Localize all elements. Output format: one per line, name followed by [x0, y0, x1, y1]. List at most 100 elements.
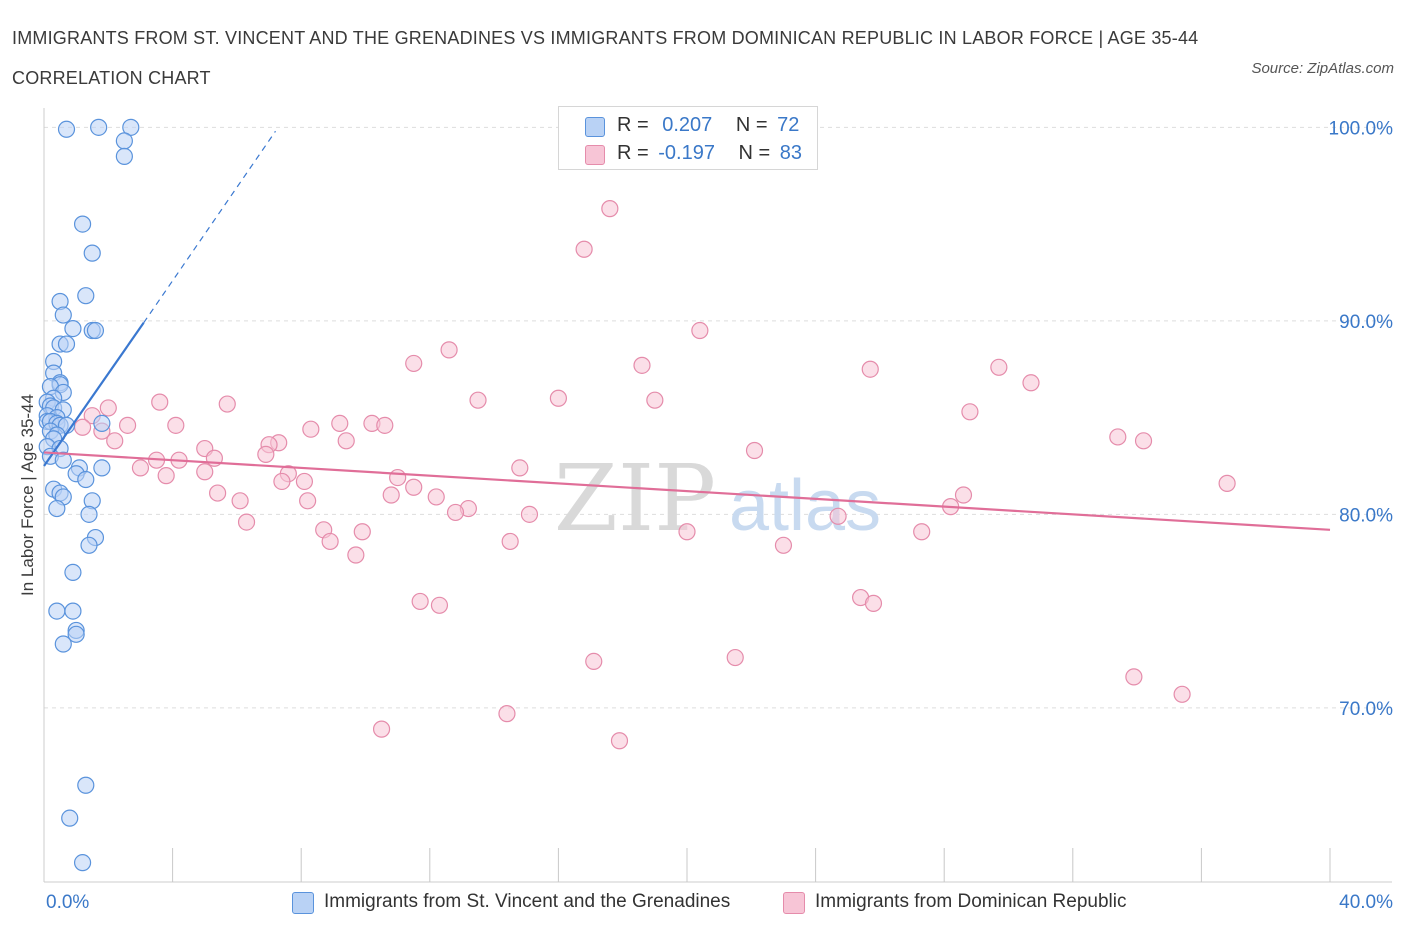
pink-point — [99, 399, 117, 417]
pink-point — [601, 200, 619, 218]
watermark-atlas: atlas — [729, 466, 881, 546]
blue-point — [77, 470, 95, 489]
blue-point — [115, 147, 133, 165]
pink-point — [196, 463, 214, 481]
blue-point — [54, 451, 72, 469]
pink-point — [691, 321, 709, 340]
pink-point — [1125, 668, 1143, 686]
blue-point — [80, 505, 98, 523]
pink-point — [1134, 432, 1153, 450]
pink-point — [498, 705, 516, 723]
blue-point — [73, 854, 92, 872]
pink-point — [131, 459, 150, 477]
x-tick-label: 0.0% — [46, 892, 89, 913]
pink-point — [295, 472, 314, 491]
bottom-legend-label-pink: Immigrants from Dominican Republic — [815, 891, 1127, 912]
pink-point — [575, 240, 593, 258]
blue-point — [64, 319, 82, 338]
chart-source: Source: ZipAtlas.com — [1251, 60, 1394, 77]
pink-point — [726, 648, 744, 667]
trend-lines — [43, 130, 1331, 531]
legend-r-label: R = — [617, 114, 649, 136]
pink-point — [1218, 474, 1236, 492]
blue-point — [115, 132, 133, 150]
tick-labels: 100.0% 90.0% 80.0% 70.0% 0.0% 40.0% — [46, 118, 1393, 913]
pink-point — [511, 459, 529, 477]
bottom-legend-swatch-pink — [783, 892, 805, 914]
pink-point — [157, 467, 175, 485]
pink-point — [382, 486, 400, 504]
pink-point — [678, 523, 696, 541]
blue-point — [64, 563, 82, 582]
pink-point — [990, 358, 1008, 376]
legend-n-label: N = — [738, 142, 771, 164]
pink-point — [585, 652, 603, 671]
pink-point — [861, 360, 879, 378]
blue-point — [77, 776, 95, 794]
pink-point — [961, 403, 979, 421]
pink-point — [405, 478, 423, 496]
pink-point — [231, 492, 249, 510]
pink-point — [520, 505, 539, 523]
pink-point — [376, 416, 394, 434]
pink-point — [646, 391, 664, 409]
pink-point — [337, 432, 355, 450]
pink-point — [118, 416, 137, 434]
pink-point — [106, 432, 124, 450]
pink-point — [501, 532, 519, 551]
pink-point — [331, 414, 349, 433]
pink-point — [829, 507, 847, 525]
legend-r-value-blue: 0.207 — [662, 114, 713, 136]
pink-point — [353, 523, 371, 541]
blue-point — [86, 321, 105, 340]
blue-point — [57, 335, 76, 353]
pink-point — [1109, 428, 1127, 446]
pink-point — [427, 488, 445, 506]
blue-point — [67, 625, 85, 643]
bottom-legend-label-blue: Immigrants from St. Vincent and the Gren… — [324, 891, 731, 912]
pink-point — [440, 341, 458, 359]
pink-point — [446, 503, 465, 522]
blue-point — [48, 602, 66, 620]
blue-point — [54, 635, 72, 653]
pink-point — [913, 523, 931, 541]
pink-point — [347, 546, 365, 564]
blue-point — [48, 499, 66, 518]
blue-point — [57, 120, 76, 138]
blue-trend-extension — [143, 130, 276, 324]
blue-point — [80, 536, 98, 554]
y-axis-label: In Labor Force | Age 35-44 — [18, 394, 37, 596]
blue-trend-line — [43, 322, 145, 467]
pink-point — [954, 486, 973, 504]
pink-point — [302, 420, 320, 438]
legend-swatch-blue — [585, 117, 605, 137]
pink-point — [321, 532, 339, 551]
pink-point — [430, 596, 449, 614]
chart-title: IMMIGRANTS FROM ST. VINCENT AND THE GREN… — [12, 28, 1199, 88]
y-tick-label: 90.0% — [1339, 312, 1393, 333]
blue-point — [93, 459, 111, 477]
pink-trend-line — [43, 451, 1331, 531]
stats-legend: R = 0.207 N = 72 R = -0.197 N = 83 — [558, 106, 818, 170]
pink-point — [411, 592, 429, 611]
pink-point — [273, 472, 291, 491]
pink-point — [633, 356, 651, 374]
pink-point — [610, 732, 629, 750]
watermark: ZIP atlas — [554, 445, 881, 552]
pink-point — [774, 536, 793, 554]
legend-n-value-pink: 83 — [779, 142, 803, 164]
pink-point — [372, 720, 391, 738]
pink-point — [864, 594, 883, 612]
pink-point — [73, 418, 92, 436]
pink-point — [218, 395, 236, 413]
legend-r-label: R = — [617, 142, 649, 164]
data-points — [38, 118, 1236, 872]
y-tick-label: 100.0% — [1329, 118, 1394, 139]
blue-point — [93, 414, 111, 433]
pink-point — [389, 468, 407, 487]
blue-point — [61, 809, 79, 827]
blue-point — [90, 118, 108, 136]
blue-point — [83, 244, 101, 262]
pink-point — [299, 492, 317, 510]
bottom-legend-swatch-blue — [292, 892, 314, 914]
